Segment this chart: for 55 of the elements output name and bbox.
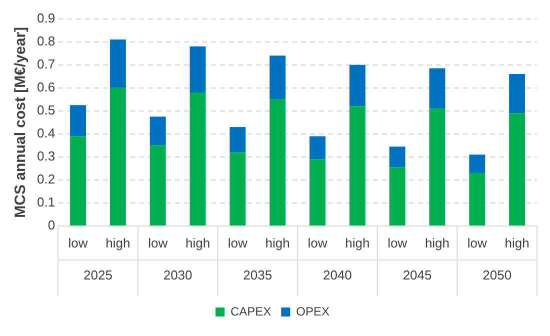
bar xyxy=(469,154,486,174)
y-tick-label: 0.4 xyxy=(36,125,56,140)
y-tick-label: 0.6 xyxy=(36,79,56,94)
bar xyxy=(150,145,166,226)
x-tick-label: low xyxy=(308,235,328,250)
x-tick-label: high xyxy=(424,235,450,250)
text: 2030 xyxy=(163,268,192,283)
legend-label: OPEX xyxy=(296,304,330,318)
bar xyxy=(310,136,326,160)
x-tick-label: high xyxy=(345,235,370,250)
x-tick-label: low xyxy=(467,235,488,250)
bar xyxy=(270,99,286,226)
x-tick-label: low xyxy=(68,235,88,250)
bar xyxy=(310,159,326,226)
y-tick-label: 0.1 xyxy=(36,194,56,210)
x-tick-label: low xyxy=(228,235,248,250)
bar xyxy=(70,105,86,136)
bar xyxy=(270,56,286,100)
y-tick-label: 0 xyxy=(48,218,56,233)
bar xyxy=(230,152,246,226)
bar xyxy=(349,64,366,106)
bar xyxy=(70,136,86,226)
bar xyxy=(509,113,526,226)
y-axis-title: MCS annual cost [M€/year] xyxy=(12,26,30,218)
text: 2040 xyxy=(322,268,352,283)
bar xyxy=(389,167,406,226)
x-tick-label: low xyxy=(388,235,408,250)
y-tick-label: 0.5 xyxy=(36,102,56,118)
y-tick-label: 0.3 xyxy=(36,148,56,164)
y-tick-label: 0.9 xyxy=(36,10,56,26)
x-tick-label: low xyxy=(148,235,168,250)
legend-label: CAPEX xyxy=(230,304,272,318)
bar xyxy=(230,127,246,152)
text: 2025 xyxy=(84,268,112,283)
y-tick-label: 0.7 xyxy=(36,56,56,72)
text: 2035 xyxy=(243,268,272,283)
bar xyxy=(429,68,446,109)
x-tick-label: high xyxy=(265,235,290,250)
bar xyxy=(509,74,526,114)
y-tick-label: 0.8 xyxy=(36,33,56,48)
x-tick-label: high xyxy=(185,235,210,250)
text: 2050 xyxy=(482,268,512,283)
bar xyxy=(429,108,446,226)
bar xyxy=(150,116,166,146)
bar xyxy=(110,40,126,88)
bar xyxy=(190,92,206,226)
bar xyxy=(110,88,126,226)
y-tick-label: 0.2 xyxy=(36,172,56,187)
text: 2045 xyxy=(402,268,432,283)
x-tick-label: high xyxy=(504,235,530,250)
bar xyxy=(469,173,486,226)
bar xyxy=(190,46,206,92)
bar xyxy=(389,146,406,168)
bar xyxy=(349,106,366,226)
x-tick-label: high xyxy=(106,235,130,250)
